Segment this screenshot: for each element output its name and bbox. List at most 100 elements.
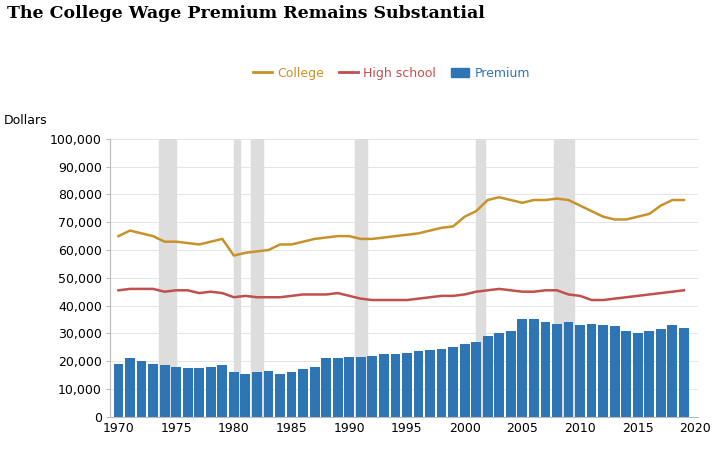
- College: [253, 249, 261, 254]
- Bar: [436, 349, 446, 417]
- High school: [241, 293, 250, 299]
- High school: [195, 290, 204, 296]
- Bar: [667, 325, 677, 417]
- College: [368, 236, 377, 242]
- Bar: [287, 372, 296, 417]
- Bar: [414, 351, 424, 417]
- Bar: [356, 357, 366, 417]
- High school: [610, 296, 619, 301]
- High school: [137, 286, 146, 292]
- College: [437, 225, 446, 231]
- Bar: [476, 139, 485, 417]
- College: [264, 247, 273, 253]
- College: [160, 239, 169, 244]
- High school: [599, 297, 607, 303]
- College: [518, 200, 527, 206]
- Bar: [113, 364, 123, 417]
- College: [610, 217, 619, 222]
- Bar: [234, 139, 240, 417]
- Bar: [656, 329, 666, 417]
- High school: [483, 288, 492, 293]
- Bar: [345, 357, 354, 417]
- High school: [160, 289, 169, 294]
- College: [599, 214, 607, 219]
- College: [287, 242, 295, 247]
- College: [322, 235, 330, 240]
- High school: [172, 288, 180, 293]
- High school: [276, 294, 284, 300]
- Bar: [425, 350, 435, 417]
- College: [414, 231, 423, 236]
- College: [126, 228, 135, 233]
- High school: [391, 297, 399, 303]
- College: [461, 214, 469, 219]
- High school: [264, 294, 273, 300]
- Text: Dollars: Dollars: [4, 114, 47, 127]
- Legend: College, High school, Premium: College, High school, Premium: [248, 62, 535, 85]
- College: [656, 203, 665, 208]
- Bar: [333, 358, 342, 417]
- Bar: [554, 139, 575, 417]
- High school: [668, 289, 676, 294]
- High school: [680, 288, 689, 293]
- High school: [345, 293, 354, 299]
- Bar: [367, 356, 377, 417]
- Bar: [460, 344, 469, 417]
- Bar: [379, 354, 389, 417]
- College: [541, 197, 550, 203]
- Bar: [564, 322, 573, 417]
- College: [149, 233, 157, 239]
- Bar: [148, 364, 158, 417]
- Bar: [679, 328, 689, 417]
- College: [483, 197, 492, 203]
- High school: [472, 289, 481, 294]
- Bar: [448, 347, 458, 417]
- College: [195, 242, 204, 247]
- College: [634, 214, 642, 219]
- College: [553, 196, 561, 201]
- Bar: [644, 331, 654, 417]
- College: [391, 233, 399, 239]
- High school: [495, 286, 503, 292]
- High school: [622, 294, 631, 300]
- Line: College: College: [118, 197, 684, 256]
- College: [622, 217, 631, 222]
- College: [495, 194, 503, 200]
- College: [345, 233, 354, 239]
- College: [576, 203, 585, 208]
- High school: [656, 290, 665, 296]
- High school: [333, 290, 342, 296]
- Bar: [241, 374, 251, 417]
- College: [276, 242, 284, 247]
- College: [587, 208, 596, 214]
- High school: [229, 294, 238, 300]
- High school: [634, 293, 642, 299]
- Bar: [251, 139, 263, 417]
- Bar: [137, 361, 147, 417]
- Bar: [321, 358, 331, 417]
- High school: [645, 292, 654, 297]
- Bar: [622, 331, 631, 417]
- High school: [530, 289, 538, 294]
- High school: [426, 294, 434, 300]
- High school: [218, 290, 226, 296]
- College: [333, 233, 342, 239]
- College: [137, 231, 146, 236]
- Bar: [183, 368, 192, 417]
- Bar: [355, 139, 367, 417]
- High school: [149, 286, 157, 292]
- High school: [322, 292, 330, 297]
- High school: [414, 296, 423, 301]
- College: [426, 228, 434, 233]
- Bar: [206, 367, 216, 417]
- Bar: [159, 139, 176, 417]
- High school: [449, 293, 457, 299]
- Bar: [494, 333, 504, 417]
- High school: [437, 293, 446, 299]
- Bar: [587, 324, 597, 417]
- College: [379, 235, 388, 240]
- Bar: [575, 325, 585, 417]
- Bar: [171, 367, 181, 417]
- High school: [587, 297, 596, 303]
- Bar: [506, 331, 515, 417]
